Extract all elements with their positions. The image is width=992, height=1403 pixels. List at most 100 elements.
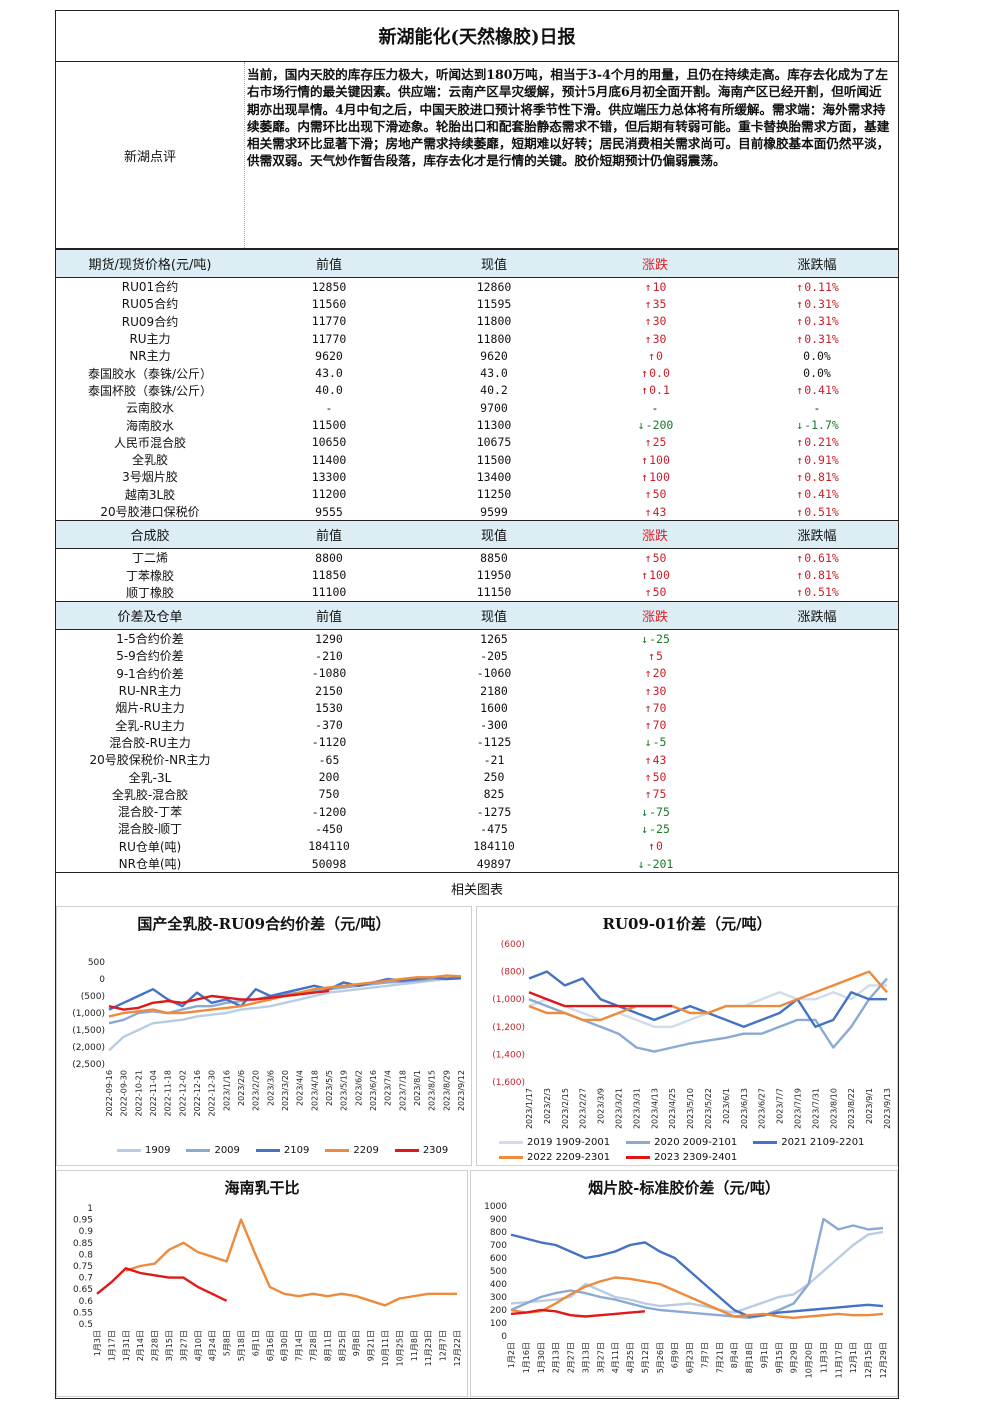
chg-cell: ↓-25 xyxy=(574,632,736,646)
series-line-0 xyxy=(108,976,462,1052)
series-line-3 xyxy=(510,1276,884,1319)
cur-cell: -21 xyxy=(414,753,574,767)
chart-title: RU09-01价差（元/吨） xyxy=(602,915,772,933)
y-tick-label: 0.75 xyxy=(73,1262,93,1272)
pct-cell: ↑0.61% xyxy=(736,551,898,565)
pct-value: -1.7% xyxy=(804,418,839,433)
pct-value: 0.51% xyxy=(804,504,839,519)
y-tick-label: 0 xyxy=(99,975,105,985)
x-tick-label: 7月28日 xyxy=(309,1330,318,1361)
cur-cell: 13400 xyxy=(414,470,574,484)
chart-svg: 1 0.950.9 0.850.8 0.75 0.70.65 0.60.55 0.51月3日… xyxy=(73,1204,462,1366)
pct-cell: ↑0.41% xyxy=(736,383,898,397)
y-tick-label: (800) xyxy=(501,968,525,978)
name-value: 3号烟片胶 xyxy=(122,470,178,485)
prev-value: 40.0 xyxy=(315,383,343,398)
x-tick-label: 6月9日 xyxy=(671,1342,680,1368)
chg-cell: ↑30 xyxy=(574,332,736,346)
x-tick-label: 11月3日 xyxy=(819,1342,828,1373)
legend-swatch xyxy=(753,1141,778,1144)
name-value: 20号胶保税价-NR主力 xyxy=(89,753,211,768)
cur-cell: -1060 xyxy=(414,666,574,680)
chg-cell: ↑43 xyxy=(574,753,736,767)
cur-cell: 11800 xyxy=(414,332,574,346)
legend-label: 2019 1909-2001 xyxy=(527,1137,611,1148)
column-header: 涨跌 xyxy=(641,258,668,273)
x-tick-label: 2023/5/19 xyxy=(340,1070,349,1111)
table-row: RU05合约 11560 11595 ↑35 ↑0.31% xyxy=(56,295,898,312)
chg-value: 25 xyxy=(652,435,667,450)
prev-cell: 40.0 xyxy=(244,383,414,397)
cur-value: 250 xyxy=(483,770,505,785)
prev-cell: 43.0 xyxy=(244,366,414,380)
pct-value: 0.51% xyxy=(804,585,839,600)
x-tick-label: 2022-12-02 xyxy=(178,1070,187,1117)
x-tick-label: 10月20日 xyxy=(805,1342,814,1378)
chg-value: 100 xyxy=(649,469,670,484)
x-tick-label: 2023/6/13 xyxy=(740,1088,749,1129)
name-value: 海南胶水 xyxy=(125,418,174,433)
legend-swatch xyxy=(186,1149,211,1152)
y-tick-label: 500 xyxy=(490,1267,507,1277)
x-tick-label: 2023/2/6 xyxy=(237,1070,246,1106)
arrow-up-icon: ↑ xyxy=(644,504,652,519)
table-row: 全乳-3L 200 250 ↑50 xyxy=(56,768,898,785)
table-row: RU仓单(吨) 184110 184110 ↑0 xyxy=(56,838,898,855)
prev-cell: -1200 xyxy=(244,805,414,819)
arrow-up-icon: ↑ xyxy=(648,648,655,663)
chg-cell: ↓-75 xyxy=(574,805,736,819)
prev-cell: 11500 xyxy=(244,418,414,432)
legend-label: 2023 2309-2401 xyxy=(654,1152,738,1163)
prev-cell: 11770 xyxy=(244,314,414,328)
name-value: RU-NR主力 xyxy=(118,684,182,699)
arrow-up-icon: ↑ xyxy=(796,469,804,484)
arrow-up-icon: ↑ xyxy=(644,770,652,785)
x-tick-label: 5月12日 xyxy=(641,1342,650,1373)
name-value: RU仓单(吨) xyxy=(118,839,182,854)
y-tick-label: (1,000) xyxy=(492,995,525,1005)
name-cell: 泰国杯胶（泰铢/公斤） xyxy=(56,382,244,399)
cur-cell: 250 xyxy=(414,770,574,784)
prev-value: 11400 xyxy=(311,452,347,467)
y-tick-label: 0.55 xyxy=(73,1308,93,1318)
prev-cell: -370 xyxy=(244,718,414,732)
x-tick-label: 2023/6/27 xyxy=(758,1088,767,1129)
cur-value: -1275 xyxy=(476,804,512,819)
arrow-down-icon: ↓ xyxy=(637,418,645,433)
cur-cell: 825 xyxy=(414,787,574,801)
table-row: 泰国胶水（泰铢/公斤） 43.0 43.0 ↑0.0 0.0% xyxy=(56,364,898,381)
prev-value: 8800 xyxy=(315,550,343,565)
x-tick-label: 1月30日 xyxy=(537,1342,546,1373)
cur-value: 13400 xyxy=(476,469,512,484)
legend-item: 2209 xyxy=(325,1145,379,1156)
prev-cell: -65 xyxy=(244,753,414,767)
arrow-up-icon: ↑ xyxy=(641,383,649,398)
chg-value: 43 xyxy=(652,752,667,767)
chg-cell: ↑100 xyxy=(574,470,736,484)
legend-item: 2019 1909-2001 xyxy=(499,1137,610,1148)
y-tick-label: 300 xyxy=(490,1293,507,1303)
table-row: 泰国杯胶（泰铢/公斤） 40.0 40.2 ↑0.1 ↑0.41% xyxy=(56,382,898,399)
y-tick-label: (600) xyxy=(501,940,525,950)
x-tick-label: 12月22日 xyxy=(453,1330,462,1366)
chg-value: 100 xyxy=(649,568,670,583)
table-row: 全乳胶 11400 11500 ↑100 ↑0.91% xyxy=(56,451,898,468)
name-value: 烟片-RU主力 xyxy=(115,701,185,716)
x-tick-label: 4月10日 xyxy=(194,1330,203,1361)
cur-cell: 11300 xyxy=(414,418,574,432)
arrow-up-icon: ↑ xyxy=(644,700,652,715)
chg-cell: ↑50 xyxy=(574,585,736,599)
cur-value: 9620 xyxy=(480,348,508,363)
chg-cell: ↑70 xyxy=(574,718,736,732)
cur-cell: -205 xyxy=(414,649,574,663)
chg-value: 43 xyxy=(652,504,667,519)
x-tick-label: 2023/7/7 xyxy=(776,1088,785,1124)
x-tick-label: 2月14日 xyxy=(136,1330,145,1361)
pct-value: 0.0% xyxy=(803,366,831,381)
x-tick-label: 10月25日 xyxy=(395,1330,404,1366)
name-value: 越南3L胶 xyxy=(124,487,176,502)
x-tick-label: 2023/8/10 xyxy=(829,1088,838,1129)
prev-cell: 1290 xyxy=(244,632,414,646)
cur-cell: 11500 xyxy=(414,453,574,467)
series-line-1 xyxy=(528,977,888,1053)
